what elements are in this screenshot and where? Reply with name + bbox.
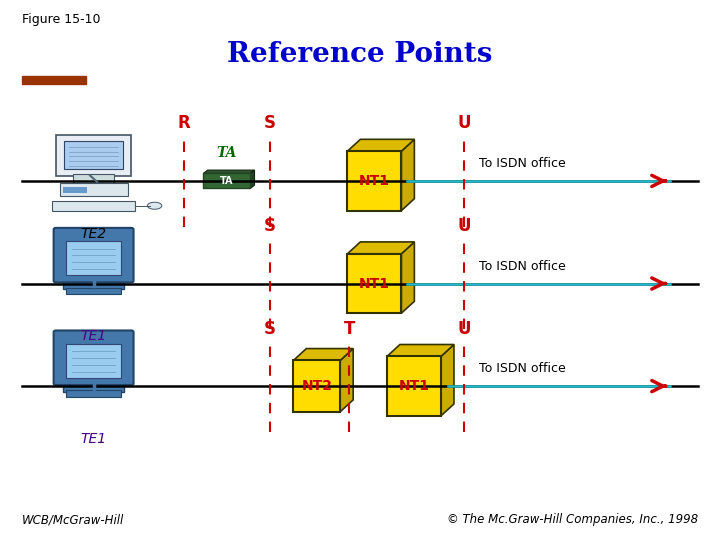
Text: S: S	[264, 320, 276, 338]
Text: TE2: TE2	[81, 227, 107, 241]
Polygon shape	[294, 349, 354, 361]
Text: U: U	[458, 114, 471, 132]
Text: TA: TA	[220, 176, 233, 186]
Text: Figure 15-10: Figure 15-10	[22, 14, 100, 26]
Bar	[66, 241, 121, 275]
Bar	[63, 385, 125, 392]
Bar	[348, 151, 402, 211]
Text: T: T	[343, 320, 355, 338]
Bar	[348, 254, 402, 313]
Bar	[203, 173, 251, 188]
Text: To ISDN office: To ISDN office	[479, 362, 565, 375]
Text: NT1: NT1	[359, 174, 390, 188]
Bar	[73, 174, 114, 184]
Bar	[52, 201, 135, 211]
Bar	[294, 361, 340, 411]
Bar	[66, 390, 121, 397]
Text: To ISDN office: To ISDN office	[479, 260, 565, 273]
Bar	[22, 76, 86, 84]
Text: TE1: TE1	[81, 329, 107, 343]
Text: To ISDN office: To ISDN office	[479, 157, 565, 170]
Text: WCB/McGraw-Hill: WCB/McGraw-Hill	[22, 514, 124, 526]
Text: U: U	[458, 217, 471, 235]
Bar	[387, 356, 441, 416]
Text: © The Mc.Graw-Hill Companies, Inc., 1998: © The Mc.Graw-Hill Companies, Inc., 1998	[447, 514, 698, 526]
Polygon shape	[341, 349, 354, 411]
Polygon shape	[348, 242, 415, 254]
Polygon shape	[387, 345, 454, 356]
Text: NT1: NT1	[398, 379, 430, 393]
Polygon shape	[402, 242, 415, 313]
Text: S: S	[264, 114, 276, 132]
FancyBboxPatch shape	[53, 330, 134, 385]
Text: NT1: NT1	[359, 276, 390, 291]
Text: NT2: NT2	[301, 379, 333, 393]
Bar	[63, 282, 125, 289]
Text: Reference Points: Reference Points	[228, 40, 492, 68]
Text: R: R	[177, 114, 190, 132]
Bar	[64, 141, 123, 170]
Bar	[60, 183, 127, 196]
FancyBboxPatch shape	[56, 135, 132, 176]
Text: U: U	[458, 320, 471, 338]
Bar	[66, 288, 121, 294]
Ellipse shape	[148, 202, 162, 209]
Text: TE1: TE1	[81, 432, 107, 446]
Bar	[66, 343, 121, 378]
FancyBboxPatch shape	[53, 228, 134, 282]
Polygon shape	[441, 345, 454, 416]
Polygon shape	[402, 139, 415, 211]
Polygon shape	[348, 139, 415, 151]
Text: S: S	[264, 217, 276, 235]
Polygon shape	[251, 170, 255, 188]
Text: TA: TA	[217, 146, 237, 160]
Polygon shape	[203, 170, 255, 173]
Bar	[63, 187, 87, 193]
